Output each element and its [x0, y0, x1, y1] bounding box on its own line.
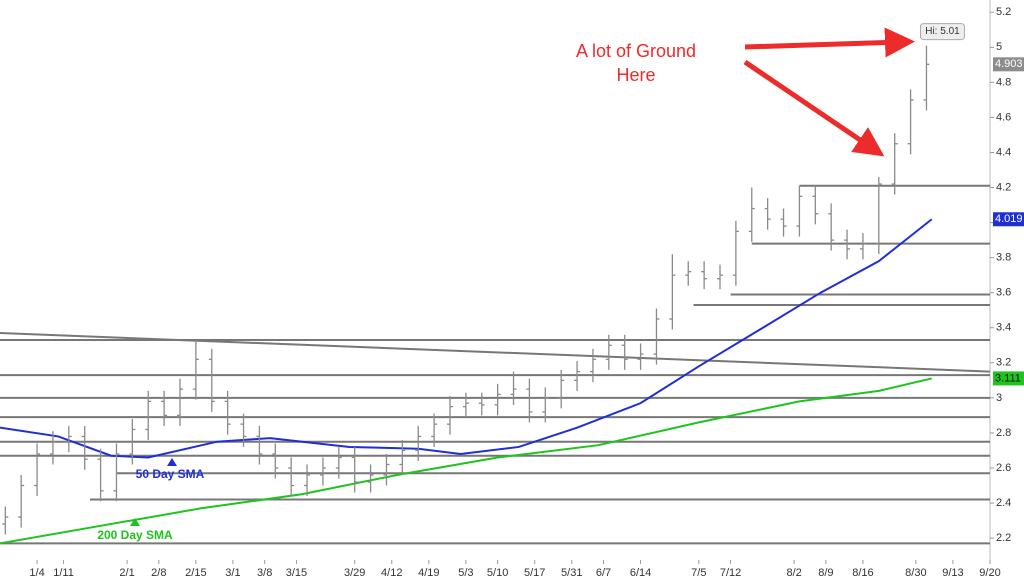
price-label-box [993, 57, 1024, 72]
x-tick-label: 5/31 [561, 567, 582, 579]
x-tick-label: 8/2 [786, 567, 801, 579]
sma-line [0, 377, 932, 545]
price-label-box [993, 212, 1024, 227]
x-tick-label: 6/7 [596, 567, 611, 579]
arrow [743, 59, 885, 157]
x-tick-label: 5/3 [458, 567, 473, 579]
x-tick-label: 4/19 [418, 567, 439, 579]
x-tick-label: 7/12 [720, 567, 741, 579]
y-tick-label: 2.2 [996, 532, 1011, 544]
x-tick-label: 4/12 [381, 567, 402, 579]
trendline [0, 332, 991, 373]
y-tick-label: 4.4 [996, 146, 1011, 158]
y-tick-label: 3.6 [996, 287, 1011, 299]
x-tick-label: 1/11 [53, 567, 74, 579]
x-tick-label: 1/4 [29, 567, 44, 579]
sma-label: 200 Day SMA [97, 528, 173, 542]
y-tick-label: 2.6 [996, 462, 1011, 474]
x-tick-label: 2/1 [119, 567, 134, 579]
x-tick-label: 5/10 [487, 567, 508, 579]
annotation: A lot of Ground [576, 41, 696, 61]
y-tick-label: 3.2 [996, 357, 1011, 369]
price-label: 4.019 [995, 213, 1023, 225]
x-tick-label: 9/13 [942, 567, 963, 579]
x-tick-label: 8/9 [818, 567, 833, 579]
y-tick-label: 5.2 [996, 6, 1011, 18]
x-tick-label: 8/16 [852, 567, 873, 579]
x-tick-label: 3/15 [286, 567, 307, 579]
x-tick-label: 3/1 [225, 567, 240, 579]
x-tick-label: 9/20 [979, 567, 1000, 579]
y-tick-label: 2.4 [996, 497, 1011, 509]
y-tick-label: 4.2 [996, 181, 1011, 193]
high-label-box [919, 23, 965, 41]
y-tick-label: 4.6 [996, 111, 1011, 123]
sma-line [0, 218, 933, 459]
y-tick-label: 3.8 [996, 252, 1011, 264]
high-label: Hi: 5.01 [925, 26, 960, 37]
sma-label: 50 Day SMA [136, 467, 205, 481]
x-tick-label: 3/29 [344, 567, 365, 579]
sma-marker [167, 458, 177, 466]
y-tick-label: 3 [996, 392, 1002, 404]
x-tick-label: 5/17 [524, 567, 545, 579]
y-tick-label: 4.8 [996, 76, 1011, 88]
x-tick-label: 2/15 [185, 567, 206, 579]
price-label: 4.903 [995, 58, 1023, 70]
x-tick-label: 8/30 [905, 567, 926, 579]
annotation: Here [616, 65, 655, 85]
arrow [744, 27, 915, 58]
y-tick-label: 2.8 [996, 427, 1011, 439]
x-tick-label: 2/8 [151, 567, 166, 579]
x-tick-label: 7/5 [691, 567, 706, 579]
price-label: 3.111 [995, 372, 1021, 384]
y-tick-label: 5 [996, 41, 1002, 53]
sma-marker [130, 518, 140, 526]
price-label-box [993, 371, 1024, 386]
y-tick-label: 3.4 [996, 322, 1011, 334]
x-tick-label: 6/14 [630, 567, 651, 579]
x-tick-label: 3/8 [257, 567, 272, 579]
